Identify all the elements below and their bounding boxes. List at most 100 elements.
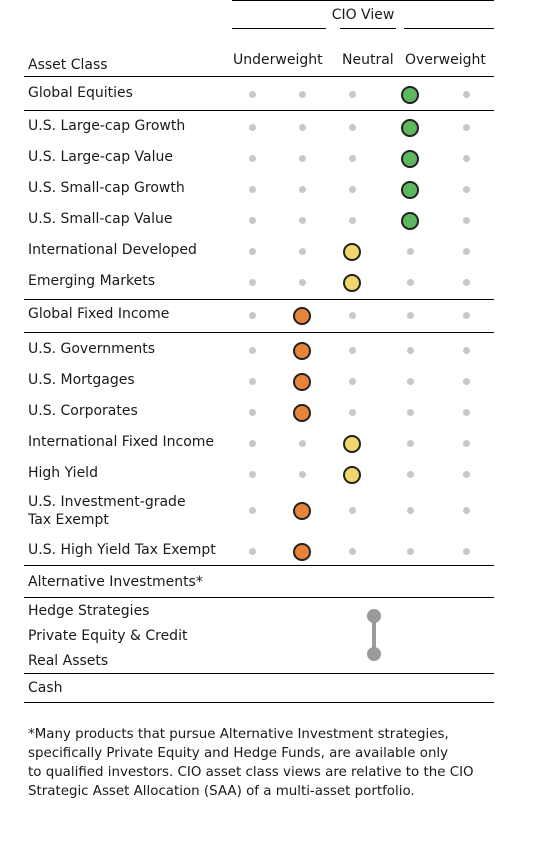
empty-view-dot <box>249 91 256 98</box>
cio-view-marker <box>401 86 419 104</box>
asset-class-row-label: U.S. Governments <box>28 341 156 357</box>
cio-view-marker <box>293 543 311 561</box>
section-divider <box>24 299 494 300</box>
empty-view-dot <box>463 279 470 286</box>
section-divider <box>24 673 494 674</box>
empty-view-dot <box>349 409 356 416</box>
empty-view-dot <box>249 217 256 224</box>
real-assets-label: Real Assets <box>28 653 109 669</box>
footnote: *Many products that pursue Alternative I… <box>28 725 528 801</box>
cio-view-marker <box>401 150 419 168</box>
footnote-line-1: *Many products that pursue Alternative I… <box>28 727 449 742</box>
asset-class-row-label: U.S. Small-cap Growth <box>28 180 185 196</box>
empty-view-dot <box>349 186 356 193</box>
cash-label: Cash <box>28 680 63 696</box>
empty-view-dot <box>463 409 470 416</box>
empty-view-dot <box>299 91 306 98</box>
empty-view-dot <box>299 440 306 447</box>
neutral-underline <box>340 28 396 29</box>
empty-view-dot <box>463 548 470 555</box>
cio-view-marker <box>293 307 311 325</box>
cio-view-label: CIO View <box>331 7 395 23</box>
alternatives-range-bottom-dot <box>367 647 381 661</box>
empty-view-dot <box>407 507 414 514</box>
empty-view-dot <box>249 155 256 162</box>
empty-view-dot <box>249 409 256 416</box>
empty-view-dot <box>349 548 356 555</box>
cio-view-marker <box>401 212 419 230</box>
empty-view-dot <box>299 471 306 478</box>
overweight-underline <box>404 28 494 29</box>
asset-class-header: Asset Class <box>28 57 108 73</box>
table-bottom-rule <box>24 702 494 703</box>
empty-view-dot <box>249 507 256 514</box>
cio-view-header: CIO View <box>232 0 494 29</box>
empty-view-dot <box>463 507 470 514</box>
asset-class-row-label: U.S. Corporates <box>28 403 138 419</box>
empty-view-dot <box>249 378 256 385</box>
empty-view-dot <box>463 155 470 162</box>
empty-view-dot <box>463 471 470 478</box>
empty-view-dot <box>249 347 256 354</box>
empty-view-dot <box>349 378 356 385</box>
asset-class-row-label-line-2: Tax Exempt <box>28 512 109 528</box>
empty-view-dot <box>463 248 470 255</box>
empty-view-dot <box>463 217 470 224</box>
section-divider <box>24 565 494 566</box>
empty-view-dot <box>349 124 356 131</box>
footnote-line-2: specifically Private Equity and Hedge Fu… <box>28 746 449 761</box>
empty-view-dot <box>407 471 414 478</box>
empty-view-dot <box>299 248 306 255</box>
underweight-label: Underweight <box>233 52 323 68</box>
asset-class-row-label: U.S. High Yield Tax Exempt <box>28 542 216 558</box>
asset-class-row-label: Global Fixed Income <box>28 306 170 322</box>
footnote-line-3: to qualified investors. CIO asset class … <box>28 765 474 780</box>
hedge-strategies-label: Hedge Strategies <box>28 603 150 619</box>
empty-view-dot <box>349 91 356 98</box>
empty-view-dot <box>407 279 414 286</box>
empty-view-dot <box>407 409 414 416</box>
empty-view-dot <box>299 279 306 286</box>
empty-view-dot <box>407 312 414 319</box>
cio-view-marker <box>293 373 311 391</box>
empty-view-dot <box>249 471 256 478</box>
empty-view-dot <box>463 378 470 385</box>
empty-view-dot <box>299 186 306 193</box>
neutral-label: Neutral <box>342 52 394 68</box>
alternatives-range-bar <box>372 617 376 655</box>
asset-class-row-label: International Fixed Income <box>28 434 215 450</box>
empty-view-dot <box>349 155 356 162</box>
empty-view-dot <box>249 312 256 319</box>
empty-view-dot <box>249 124 256 131</box>
table-divider <box>24 76 494 77</box>
empty-view-dot <box>463 186 470 193</box>
alternatives-range-top-dot <box>367 609 381 623</box>
empty-view-dot <box>407 378 414 385</box>
empty-view-dot <box>463 91 470 98</box>
underweight-underline <box>232 28 326 29</box>
asset-class-row-label: International Developed <box>28 242 197 258</box>
empty-view-dot <box>299 155 306 162</box>
cio-view-marker <box>343 274 361 292</box>
private-equity-credit-label: Private Equity & Credit <box>28 628 188 644</box>
asset-class-row-label: U.S. Mortgages <box>28 372 135 388</box>
cio-view-marker <box>343 435 361 453</box>
empty-view-dot <box>463 440 470 447</box>
footnote-line-4: Strategic Asset Allocation (SAA) of a mu… <box>28 784 415 799</box>
cio-view-marker <box>293 342 311 360</box>
alternative-investments-label: Alternative Investments* <box>28 574 203 590</box>
empty-view-dot <box>407 347 414 354</box>
empty-view-dot <box>249 440 256 447</box>
empty-view-dot <box>463 124 470 131</box>
empty-view-dot <box>249 548 256 555</box>
empty-view-dot <box>407 248 414 255</box>
empty-view-dot <box>299 217 306 224</box>
empty-view-dot <box>349 347 356 354</box>
empty-view-dot <box>407 548 414 555</box>
asset-class-row-label: U.S. Small-cap Value <box>28 211 173 227</box>
empty-view-dot <box>463 347 470 354</box>
empty-view-dot <box>349 312 356 319</box>
overweight-label: Overweight <box>405 52 486 68</box>
empty-view-dot <box>349 507 356 514</box>
empty-view-dot <box>249 186 256 193</box>
